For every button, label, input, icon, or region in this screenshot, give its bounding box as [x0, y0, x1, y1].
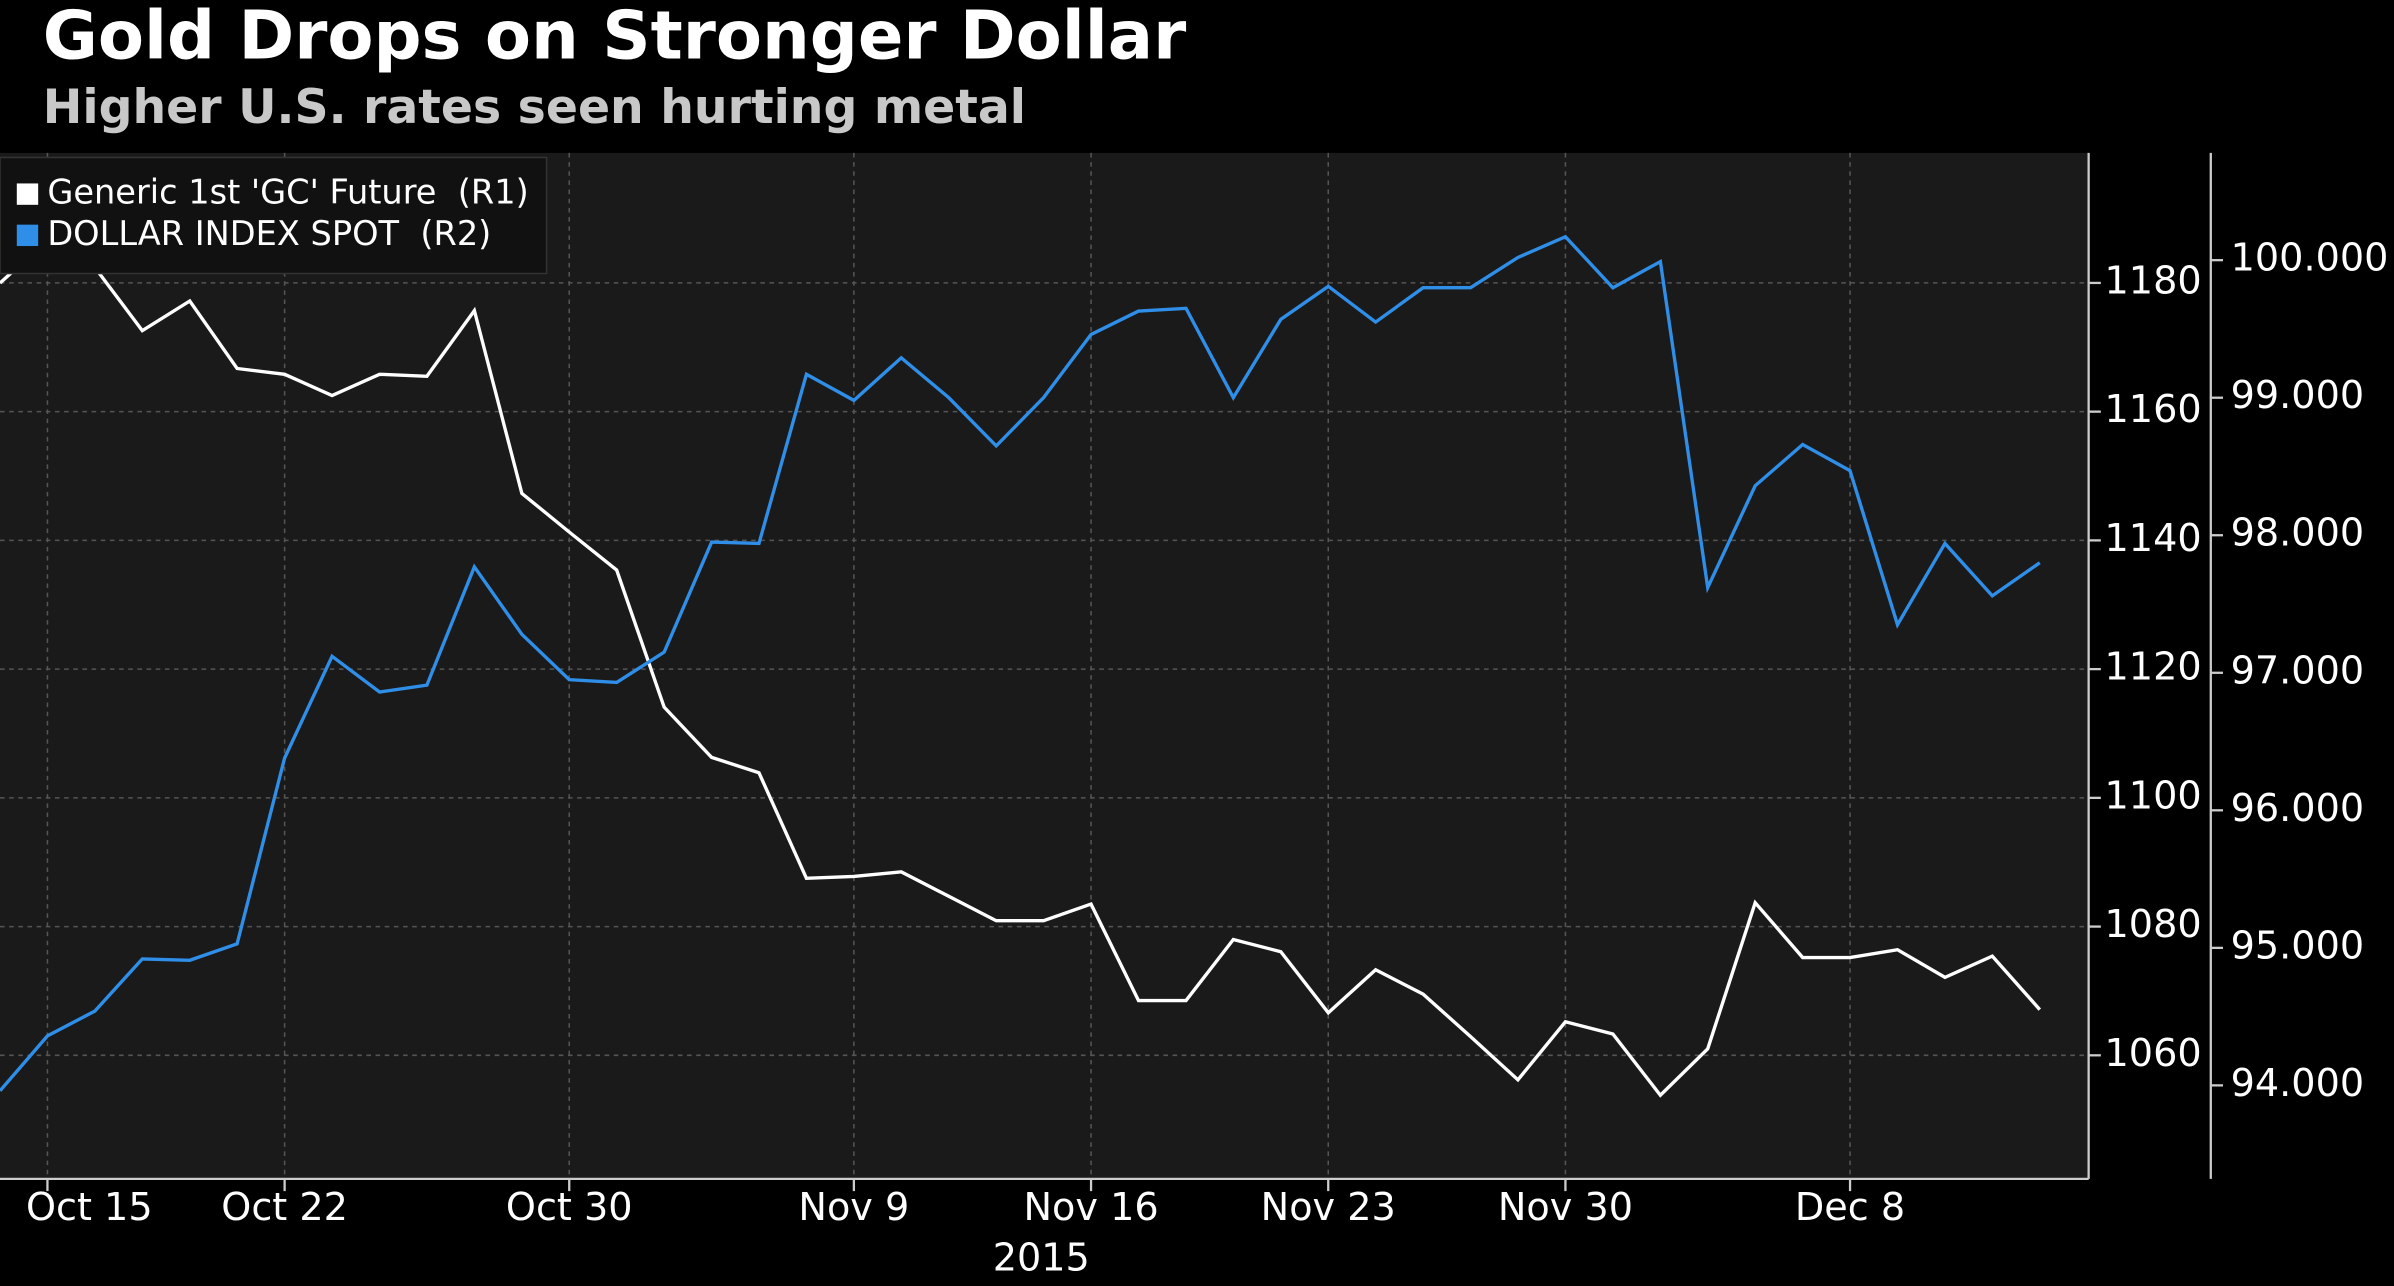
chart-subtitle: Higher U.S. rates seen hurting metal: [43, 80, 1026, 135]
x-tick-label: Oct 15: [26, 1185, 153, 1229]
y-tick-label: 1100: [2105, 773, 2202, 817]
x-tick-label: Oct 22: [221, 1185, 348, 1229]
x-tick-label: Oct 30: [506, 1185, 633, 1229]
y2-tick-label: 97.000: [2231, 648, 2365, 692]
legend-swatch: [16, 183, 39, 205]
legend-box: [0, 156, 548, 275]
y2-tick-label: 95.000: [2231, 923, 2365, 967]
series-line: [0, 238, 2042, 1098]
y-tick-label: 1060: [2105, 1031, 2202, 1075]
y-tick-label: 1080: [2105, 902, 2202, 946]
legend-label: DOLLAR INDEX SPOT (R2): [47, 214, 491, 253]
plot-area: [0, 152, 2089, 1179]
y2-tick-label: 96.000: [2231, 786, 2365, 830]
x-tick-label: Nov 23: [1261, 1185, 1396, 1229]
y-tick-label: 1120: [2105, 645, 2202, 689]
x-tick-label: Dec 8: [1795, 1185, 1905, 1229]
x-axis-label: 2015: [993, 1235, 1090, 1279]
y2-tick-label: 98.000: [2231, 511, 2365, 555]
y2-tick-label: 99.000: [2231, 373, 2365, 417]
x-tick-label: Nov 16: [1023, 1185, 1158, 1229]
y-tick-label: 1160: [2105, 387, 2202, 431]
x-tick-label: Nov 30: [1498, 1185, 1633, 1229]
legend-swatch: [16, 224, 39, 247]
legend-label: Generic 1st 'GC' Future (R1): [47, 173, 528, 212]
y2-tick-label: 94.000: [2231, 1061, 2365, 1105]
chart-title: Gold Drops on Stronger Dollar: [43, 0, 1187, 74]
y2-tick-label: 100.000: [2231, 236, 2389, 280]
y-tick-label: 1140: [2105, 516, 2202, 560]
x-tick-label: Nov 9: [798, 1185, 909, 1229]
y-tick-label: 1180: [2105, 258, 2202, 302]
series-line: [0, 234, 2041, 1092]
